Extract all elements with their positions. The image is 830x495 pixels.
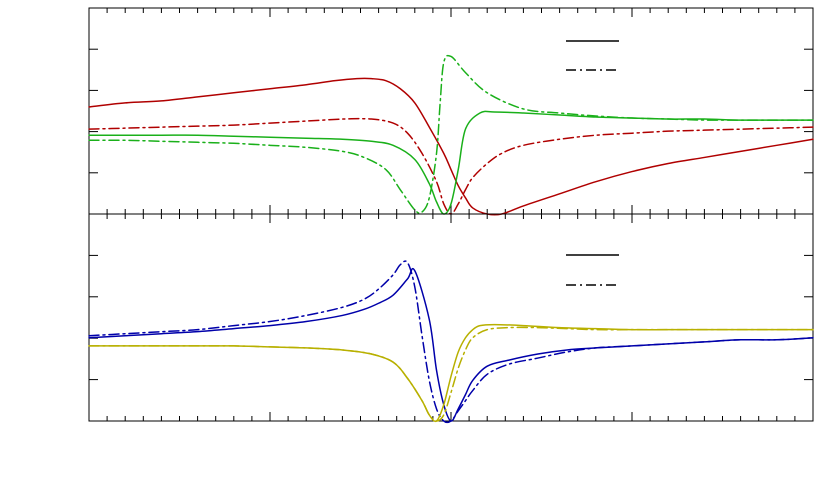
lower-series-1-line xyxy=(88,260,814,424)
upper-series-group xyxy=(88,54,814,216)
upper-panel xyxy=(88,7,814,216)
lower-series-group xyxy=(88,260,814,424)
lower-panel xyxy=(88,213,814,424)
lower-legend xyxy=(566,254,619,286)
lower-series-0-line xyxy=(88,267,814,422)
lower-series-3-line xyxy=(88,326,814,422)
upper-series-3-line xyxy=(88,54,814,214)
upper-plot-frame xyxy=(88,7,814,215)
lower-series-2-line xyxy=(88,323,814,423)
upper-axis-ticks xyxy=(89,8,813,214)
lower-axis-ticks xyxy=(89,214,813,421)
upper-series-0-line xyxy=(88,77,814,216)
lower-plot-frame xyxy=(88,213,814,422)
upper-legend xyxy=(566,40,619,71)
upper-series-1-line xyxy=(88,117,814,215)
